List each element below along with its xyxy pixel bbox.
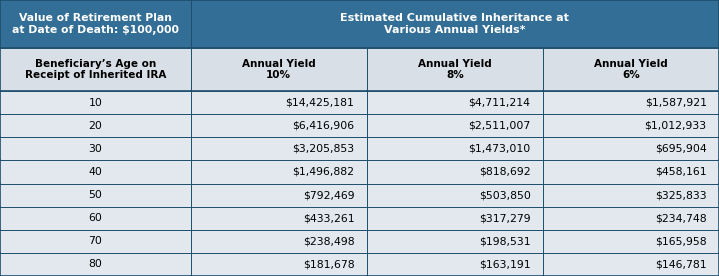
Text: 40: 40 [88, 167, 102, 177]
Bar [543, 207, 719, 230]
Text: $198,531: $198,531 [479, 236, 531, 246]
Bar [191, 48, 367, 91]
Text: Beneficiary’s Age on
Receipt of Inherited IRA: Beneficiary’s Age on Receipt of Inherite… [24, 59, 166, 81]
Bar [191, 137, 367, 160]
Bar [367, 184, 543, 207]
Bar [367, 253, 543, 276]
Text: $1,012,933: $1,012,933 [644, 121, 707, 131]
Text: $146,781: $146,781 [655, 259, 707, 269]
Text: $3,205,853: $3,205,853 [292, 144, 354, 154]
Text: Annual Yield
8%: Annual Yield 8% [418, 59, 492, 81]
Text: Annual Yield
10%: Annual Yield 10% [242, 59, 316, 81]
Bar [367, 48, 543, 91]
Bar [0, 91, 191, 114]
Bar [0, 230, 191, 253]
Bar [367, 114, 543, 137]
Text: $433,261: $433,261 [303, 213, 354, 223]
Bar [0, 253, 191, 276]
Bar [367, 137, 543, 160]
Bar [191, 91, 367, 114]
Bar [367, 230, 543, 253]
Bar [367, 207, 543, 230]
Text: $325,833: $325,833 [655, 190, 707, 200]
Text: 10: 10 [88, 98, 102, 108]
Bar [0, 48, 191, 91]
Text: $317,279: $317,279 [479, 213, 531, 223]
Text: $2,511,007: $2,511,007 [468, 121, 531, 131]
Text: Value of Retirement Plan
at Date of Death: $100,000: Value of Retirement Plan at Date of Deat… [12, 13, 179, 35]
Text: $458,161: $458,161 [655, 167, 707, 177]
Text: $792,469: $792,469 [303, 190, 354, 200]
Text: $4,711,214: $4,711,214 [469, 98, 531, 108]
Bar [543, 253, 719, 276]
Text: $1,473,010: $1,473,010 [468, 144, 531, 154]
Text: Estimated Cumulative Inheritance at
Various Annual Yields*: Estimated Cumulative Inheritance at Vari… [340, 13, 569, 35]
Text: 70: 70 [88, 236, 102, 246]
Text: $14,425,181: $14,425,181 [285, 98, 354, 108]
Text: $181,678: $181,678 [303, 259, 354, 269]
Bar [0, 0, 191, 48]
Text: $238,498: $238,498 [303, 236, 354, 246]
Text: 80: 80 [88, 259, 102, 269]
Bar [191, 160, 367, 184]
Bar [0, 207, 191, 230]
Text: 30: 30 [88, 144, 102, 154]
Bar [543, 137, 719, 160]
Text: $818,692: $818,692 [479, 167, 531, 177]
Bar [367, 91, 543, 114]
Text: $695,904: $695,904 [655, 144, 707, 154]
Bar [0, 114, 191, 137]
Text: $503,850: $503,850 [479, 190, 531, 200]
Bar [191, 184, 367, 207]
Text: $6,416,906: $6,416,906 [292, 121, 354, 131]
Bar [543, 91, 719, 114]
Bar [543, 184, 719, 207]
Text: $234,748: $234,748 [655, 213, 707, 223]
Text: $1,496,882: $1,496,882 [293, 167, 354, 177]
Bar [0, 184, 191, 207]
Text: 50: 50 [88, 190, 102, 200]
Bar [0, 137, 191, 160]
Bar [191, 0, 719, 48]
Bar [367, 160, 543, 184]
Bar [0, 160, 191, 184]
Bar [191, 230, 367, 253]
Text: 20: 20 [88, 121, 102, 131]
Bar [543, 230, 719, 253]
Bar [191, 207, 367, 230]
Text: $1,587,921: $1,587,921 [645, 98, 707, 108]
Bar [543, 160, 719, 184]
Bar [543, 114, 719, 137]
Bar [191, 114, 367, 137]
Text: Annual Yield
6%: Annual Yield 6% [594, 59, 668, 81]
Bar [191, 253, 367, 276]
Text: 60: 60 [88, 213, 102, 223]
Text: $165,958: $165,958 [655, 236, 707, 246]
Bar [543, 48, 719, 91]
Text: $163,191: $163,191 [479, 259, 531, 269]
